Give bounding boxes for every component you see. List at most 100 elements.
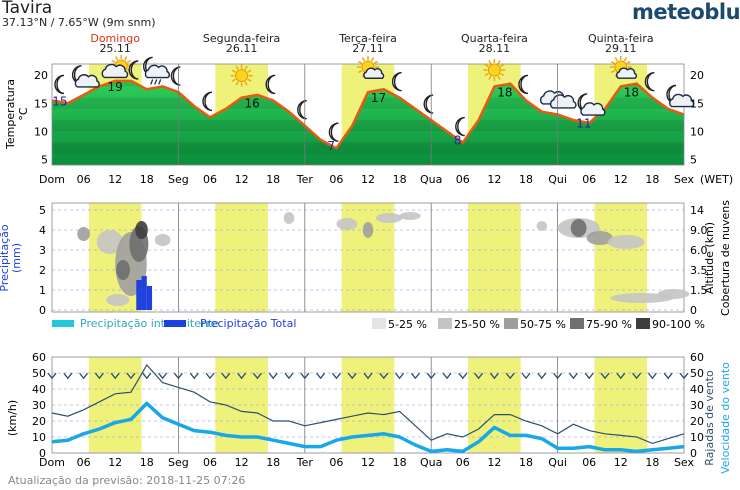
- moon-icon: [455, 116, 465, 137]
- wind-direction-arrow: [442, 372, 452, 380]
- day-date: 27.11: [352, 42, 384, 55]
- sun-ray: [614, 57, 618, 62]
- sun-disc: [235, 69, 249, 83]
- wind-direction-arrow: [284, 372, 294, 380]
- wind-direction-arrow: [489, 372, 499, 380]
- x-tick-label: 18: [140, 456, 154, 469]
- cloud-shape: [580, 102, 606, 116]
- x-tick-label: Seg: [168, 173, 189, 186]
- sun-icon: [483, 59, 506, 81]
- sun-ray: [244, 81, 248, 86]
- x-tick-label: 12: [235, 456, 249, 469]
- moon-icon: [518, 74, 529, 95]
- wind-direction-arrow: [126, 372, 136, 380]
- x-tick-label: 18: [519, 456, 533, 469]
- wind-direction-arrow: [537, 372, 547, 380]
- cloud-shape: [101, 63, 129, 79]
- legend-cloud-swatch: [504, 318, 518, 329]
- legend-cloud-swatch: [636, 318, 650, 329]
- wind-tick-left: 0: [39, 447, 46, 460]
- temperature-band: [52, 142, 684, 154]
- wind-direction-arrow: [316, 372, 326, 380]
- cloud-cover-blob: [116, 260, 130, 280]
- sun-ray: [610, 69, 616, 74]
- cloud-shape: [74, 74, 100, 88]
- sun-ray: [244, 65, 248, 70]
- wind-direction-arrow: [237, 372, 247, 380]
- legend-cloud-label: 5-25 %: [388, 318, 427, 331]
- wind-direction-arrow: [205, 372, 215, 380]
- precip-bar: [136, 280, 142, 310]
- wind-direction-arrow: [173, 372, 183, 380]
- wind-direction-arrow: [663, 372, 673, 380]
- wind-direction-arrow: [521, 372, 531, 380]
- precip-tick-right: 0: [690, 304, 697, 317]
- moon-shape: [54, 74, 65, 95]
- x-tick-label: 12: [614, 456, 628, 469]
- temperature-line: [51, 79, 685, 150]
- moon-shape: [170, 66, 181, 86]
- x-tick-label: Dom: [39, 456, 65, 469]
- precip-bar: [141, 276, 147, 310]
- x-tick-label: Qui: [548, 173, 567, 186]
- cloud-cover-blob: [657, 289, 690, 299]
- sun-ray: [497, 60, 501, 65]
- wind-tick-left: 10: [32, 431, 46, 444]
- wind-direction-arrow: [158, 372, 168, 380]
- sun-ray: [124, 56, 128, 61]
- wind-direction-arrow: [679, 372, 689, 380]
- temp-tick-left: 10: [34, 125, 48, 138]
- cloud-cover-blob: [610, 293, 674, 303]
- precip-tick-left: 5: [39, 204, 46, 217]
- sun-ray: [623, 57, 627, 62]
- moon-icon: [202, 91, 213, 112]
- cloud-cover-blob: [96, 230, 124, 254]
- brand-logo[interactable]: meteoblue: [632, 0, 740, 24]
- wind-direction-arrow: [142, 372, 152, 380]
- location-title: Tavira: [2, 0, 53, 18]
- temp-max-label: 16: [244, 97, 259, 111]
- precip-tick-right: 9.0: [690, 224, 708, 237]
- x-tick-label: 18: [393, 456, 407, 469]
- wind-direction-arrow: [426, 372, 436, 380]
- wind-tick-right: 40: [690, 383, 704, 396]
- day-name: Domingo: [90, 32, 140, 45]
- temp-tick-right: 15: [690, 97, 704, 110]
- wind-direction-arrow: [221, 372, 231, 380]
- cloud-cover-blob: [135, 221, 148, 239]
- gust-axis-title: Rajadas de vento: [703, 370, 716, 466]
- wind-tick-right: 60: [690, 351, 704, 364]
- moon-icon: [391, 71, 402, 92]
- precip-tick-left: 2: [39, 264, 46, 277]
- temp-tick-right: 10: [690, 125, 704, 138]
- moon-icon: [54, 74, 65, 95]
- sun-ray: [497, 75, 501, 80]
- legend-cloud-label: 25-50 %: [454, 318, 500, 331]
- cloud-cover-blob: [77, 227, 90, 241]
- moon-shape: [644, 71, 655, 92]
- moon-shape: [455, 116, 465, 137]
- x-tick-label: 12: [361, 173, 375, 186]
- daylight-band: [215, 203, 268, 312]
- precip-axis-title: Precipitação: [0, 224, 11, 291]
- wind-direction-arrow: [47, 372, 57, 380]
- precip-tick-right: 1.5: [690, 284, 708, 297]
- wind-tick-right: 30: [690, 399, 704, 412]
- location-coords: 37.13°N / 7.65°W (9m snm): [2, 16, 156, 29]
- x-tick-label: Sex: [674, 173, 695, 186]
- wind-direction-arrow: [79, 372, 89, 380]
- sun-icon: [230, 64, 253, 87]
- cloud-shape: [549, 94, 577, 109]
- sun-ray: [373, 60, 378, 65]
- wind-direction-arrow: [410, 372, 420, 380]
- x-tick-label: 06: [582, 173, 596, 186]
- temp-min-label: 7: [327, 139, 335, 153]
- legend-cloud-swatch: [372, 318, 386, 329]
- x-tick-label: 12: [235, 173, 249, 186]
- x-tick-label: Sex: [674, 456, 695, 469]
- cloud-cover-blob: [607, 235, 645, 249]
- moon-shape: [265, 74, 276, 95]
- sun-ray: [231, 78, 236, 82]
- cloud-cover-blob: [283, 212, 295, 224]
- legend-total-label: Precipitação Total: [200, 317, 296, 330]
